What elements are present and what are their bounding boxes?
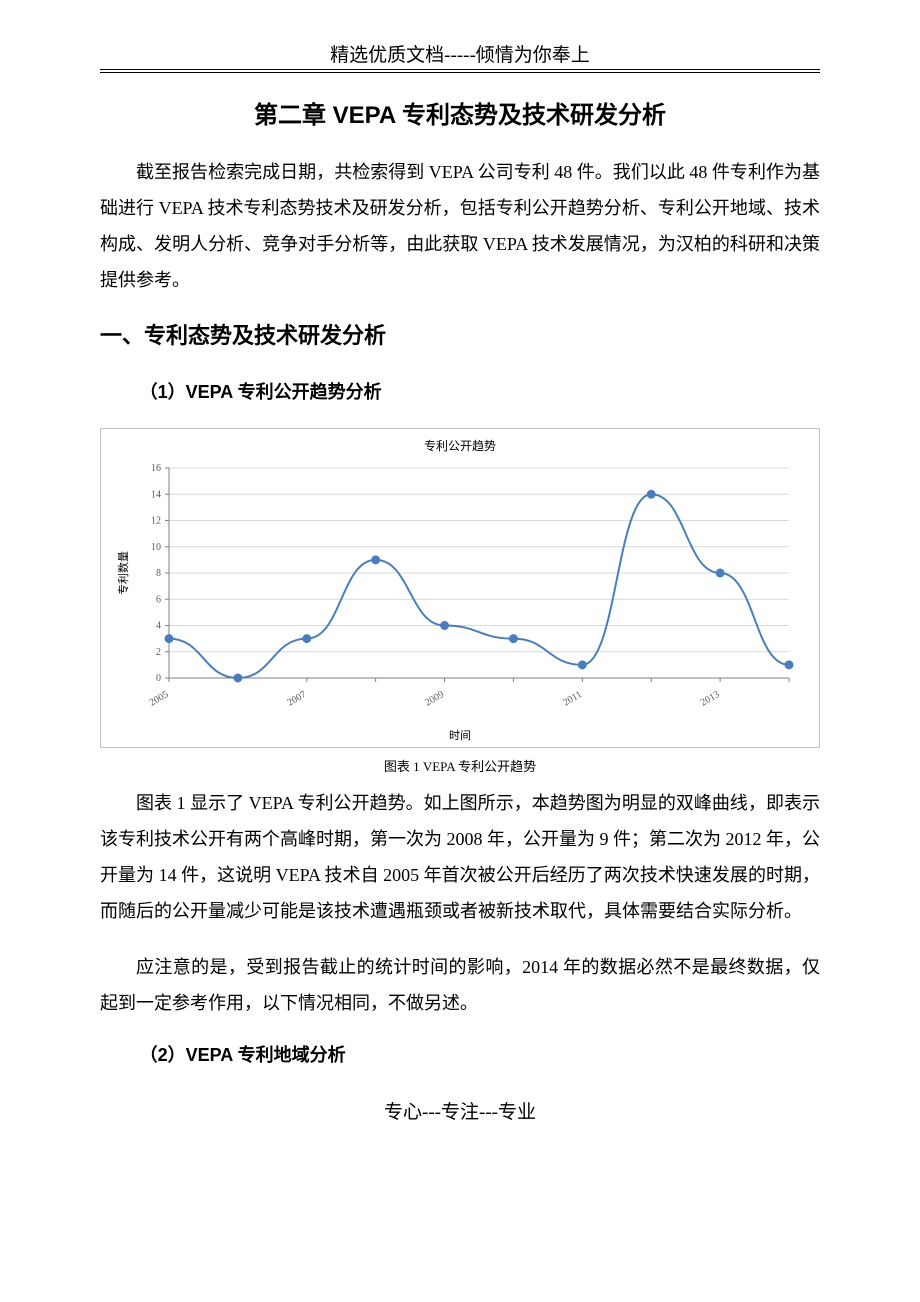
svg-text:12: 12	[151, 516, 161, 527]
svg-text:8: 8	[156, 568, 161, 579]
section-1-1-heading: （1）VEPA 专利公开趋势分析	[100, 378, 820, 404]
svg-text:4: 4	[156, 621, 161, 632]
svg-text:2013: 2013	[699, 689, 722, 709]
page-header-subtitle: 精选优质文档-----倾情为你奉上	[100, 40, 820, 67]
intro-paragraph: 截至报告检索完成日期，共检索得到 VEPA 公司专利 48 件。我们以此 48 …	[100, 154, 820, 298]
svg-text:2005: 2005	[148, 689, 171, 709]
chart-caption: 图表 1 VEPA 专利公开趋势	[100, 756, 820, 775]
svg-text:6: 6	[156, 594, 161, 605]
section-1-2-heading: （2）VEPA 专利地域分析	[100, 1041, 820, 1067]
svg-text:2009: 2009	[423, 689, 446, 709]
header-rule-top	[100, 69, 820, 70]
trend-chart-container: 专利公开趋势 0 2 4 6 8 10 12 14 16 专利数量 2005 2007 2009 2011…	[100, 428, 820, 748]
document-page: 精选优质文档-----倾情为你奉上 第二章 VEPA 专利态势及技术研发分析 截…	[0, 0, 920, 1154]
svg-text:2: 2	[156, 647, 161, 658]
header-rule-bottom	[100, 72, 820, 73]
page-footer: 专心---专注---专业	[100, 1097, 820, 1124]
section-1-heading: 一、专利态势及技术研发分析	[100, 318, 820, 350]
analysis-paragraph-2: 应注意的是，受到报告截止的统计时间的影响，2014 年的数据必然不是最终数据，仅…	[100, 949, 820, 1021]
svg-text:10: 10	[151, 542, 161, 553]
patent-trend-line-chart: 0 2 4 6 8 10 12 14 16 专利数量 2005 2007 2009 2011 2013	[109, 458, 809, 718]
svg-text:16: 16	[151, 463, 161, 474]
svg-text:2011: 2011	[561, 689, 584, 708]
chapter-title: 第二章 VEPA 专利态势及技术研发分析	[100, 95, 820, 130]
chart-x-axis-label: 时间	[109, 727, 811, 743]
analysis-paragraph-1: 图表 1 显示了 VEPA 专利公开趋势。如上图所示，本趋势图为明显的双峰曲线，…	[100, 785, 820, 929]
chart-title: 专利公开趋势	[109, 437, 811, 454]
svg-text:2007: 2007	[285, 689, 308, 709]
svg-text:0: 0	[156, 673, 161, 684]
svg-text:14: 14	[151, 489, 161, 500]
svg-text:专利数量: 专利数量	[116, 551, 130, 595]
